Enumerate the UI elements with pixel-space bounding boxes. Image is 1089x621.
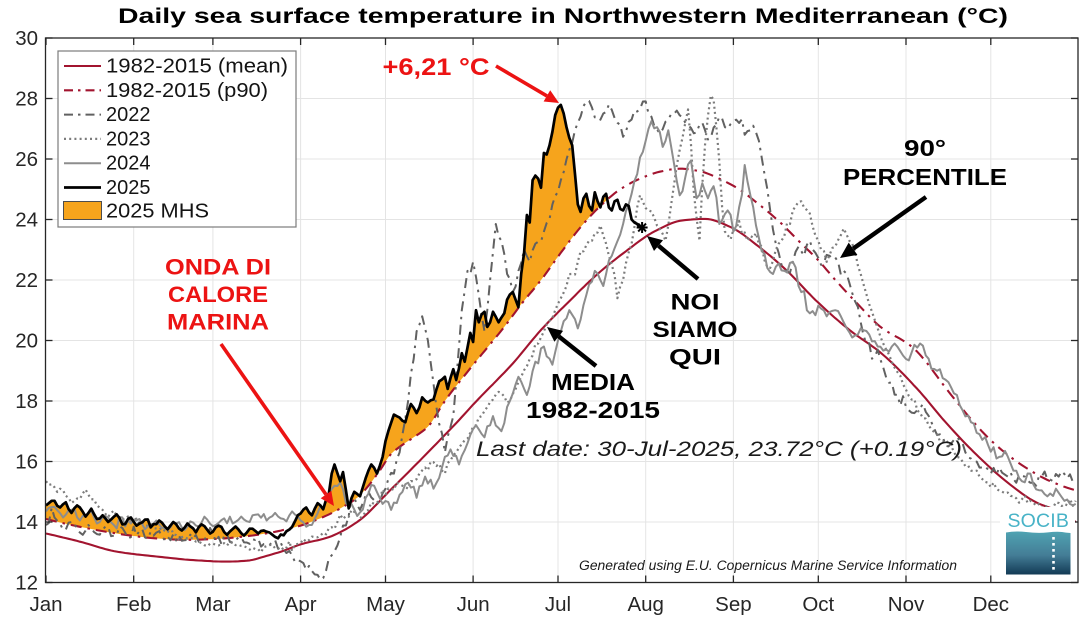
svg-text:Aug: Aug (627, 593, 663, 616)
svg-text:Generated using E.U. Copernicu: Generated using E.U. Copernicus Marine S… (579, 558, 957, 573)
svg-text:2025 MHS: 2025 MHS (106, 200, 209, 222)
svg-text:Dec: Dec (973, 593, 1009, 616)
svg-text:Feb: Feb (116, 593, 151, 616)
svg-text:1982-2015 (p90): 1982-2015 (p90) (106, 80, 268, 102)
svg-text:MARINA: MARINA (167, 310, 269, 335)
svg-text:28: 28 (15, 88, 38, 111)
svg-text:QUI: QUI (669, 345, 721, 370)
svg-text:Last date: 30-Jul-2025, 23.72°: Last date: 30-Jul-2025, 23.72°C (+0.19°C… (476, 438, 962, 461)
svg-text:20: 20 (15, 330, 38, 353)
svg-text:MEDIA: MEDIA (551, 369, 635, 395)
svg-text:May: May (366, 593, 405, 616)
svg-text:16: 16 (15, 451, 38, 474)
svg-text:Mar: Mar (195, 593, 230, 616)
svg-text:SOCIB: SOCIB (1008, 510, 1071, 532)
svg-text:Oct: Oct (802, 593, 834, 616)
svg-text:Jul: Jul (545, 593, 571, 616)
svg-text:26: 26 (15, 148, 38, 171)
svg-text:1982-2015: 1982-2015 (526, 397, 660, 423)
svg-text:1982-2015 (mean): 1982-2015 (mean) (106, 56, 288, 78)
svg-text:14: 14 (15, 511, 38, 534)
svg-text:SIAMO: SIAMO (653, 317, 738, 342)
svg-text:PERCENTILE: PERCENTILE (843, 164, 1007, 190)
svg-text:ONDA DI: ONDA DI (165, 255, 271, 280)
svg-text:12: 12 (15, 572, 38, 595)
svg-text:2022: 2022 (106, 104, 151, 126)
svg-text:22: 22 (15, 269, 38, 292)
svg-text:2025: 2025 (106, 177, 151, 199)
svg-text:90°: 90° (904, 135, 946, 161)
svg-text:18: 18 (15, 390, 38, 413)
svg-text:+6,21 °C: +6,21 °C (383, 54, 490, 81)
svg-text:Jan: Jan (29, 593, 62, 616)
svg-text:Nov: Nov (888, 593, 925, 616)
svg-text:Jun: Jun (457, 593, 490, 616)
svg-text:Apr: Apr (285, 593, 317, 616)
svg-text:2023: 2023 (106, 128, 151, 150)
svg-text:24: 24 (15, 209, 38, 232)
svg-text:NOI: NOI (671, 290, 720, 315)
svg-text:2024: 2024 (106, 153, 151, 175)
svg-text:Daily sea surface temperature: Daily sea surface temperature in Northwe… (118, 4, 1008, 28)
svg-text:Sep: Sep (715, 593, 751, 616)
svg-text:CALORE: CALORE (168, 282, 268, 307)
svg-text:30: 30 (15, 27, 38, 50)
